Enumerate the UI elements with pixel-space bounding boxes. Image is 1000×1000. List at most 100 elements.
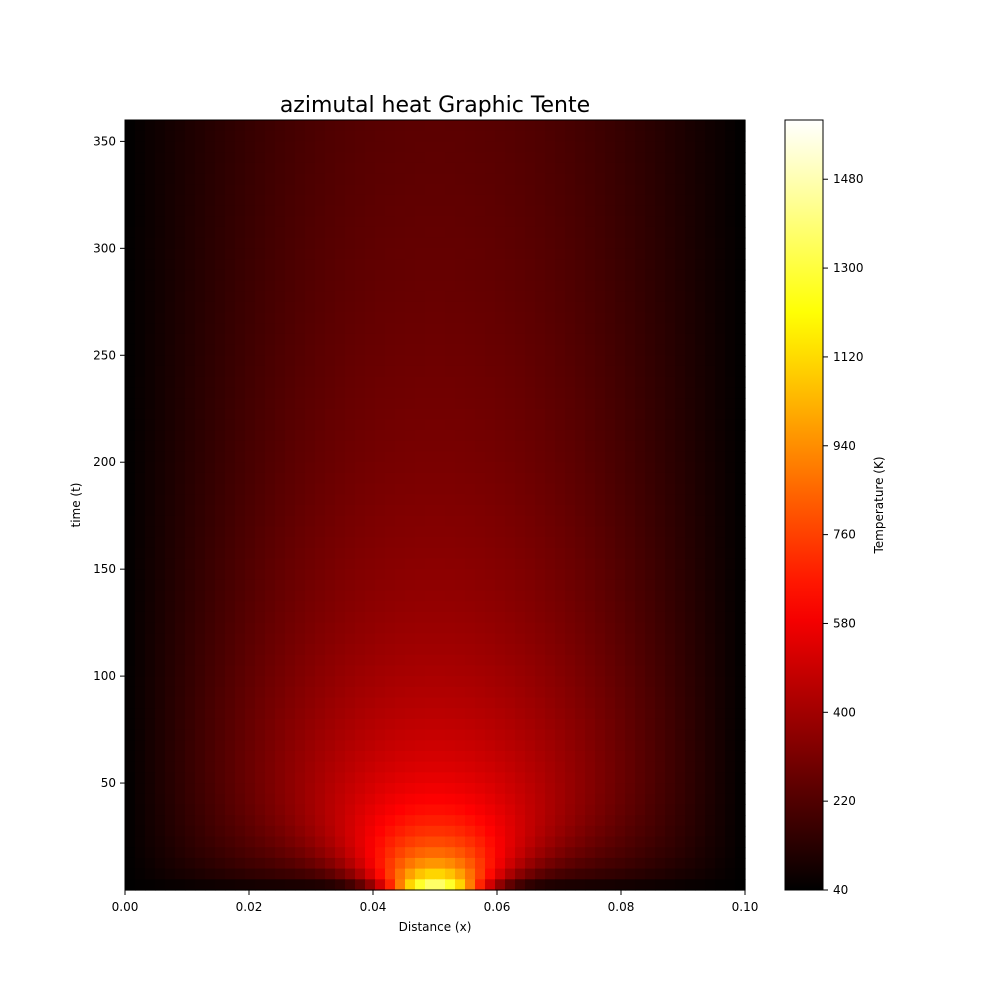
heatmap-cell [195,269,206,282]
heatmap-cell [675,654,686,667]
heatmap-cell [335,387,346,399]
heatmap-cell [585,280,596,292]
heatmap-cell [555,633,566,645]
heatmap-cell [535,526,546,538]
heatmap-cell [625,173,636,185]
heatmap-cell [735,515,746,527]
heatmap-cell [275,248,286,260]
heatmap-cell [365,216,376,228]
heatmap-cell [565,633,576,645]
heatmap-cell [735,216,746,228]
heatmap-cell [655,847,666,859]
heatmap-cell [525,750,536,763]
heatmap-cell [195,301,206,314]
heatmap-cell [425,237,436,249]
heatmap-cell [485,740,496,752]
heatmap-cell [685,419,696,431]
heatmap-cell [125,804,136,816]
heatmap-cell [685,526,696,538]
heatmap-cell [555,387,566,399]
heatmap-cell [595,740,606,752]
heatmap-cell [485,825,496,838]
heatmap-cell [525,740,536,752]
heatmap-cell [175,430,186,442]
heatmap-cell [415,836,426,848]
heatmap-cell [205,387,216,399]
heatmap-cell [235,847,246,859]
heatmap-cell [325,804,336,816]
heatmap-cell [585,676,596,688]
heatmap-cell [185,152,196,164]
heatmap-cell [215,879,226,891]
heatmap-cell [595,333,606,346]
heatmap-cell [325,216,336,228]
heatmap-cell [245,729,256,741]
heatmap-cell [665,494,676,506]
heatmap-cell [735,248,746,260]
heatmap-cell [645,259,656,271]
heatmap-cell [595,344,606,356]
heatmap-cell [475,130,486,142]
heatmap-cell [315,430,326,442]
heatmap-cell [205,718,216,731]
heatmap-cell [165,462,176,474]
heatmap-cell [585,162,596,175]
heatmap-cell [475,205,486,217]
heatmap-cell [405,505,416,517]
heatmap-cell [525,472,536,485]
heatmap-cell [145,162,156,175]
heatmap-cell [585,537,596,549]
heatmap-cell [585,387,596,399]
heatmap-cell [695,398,706,410]
heatmap-cell [515,793,526,806]
heatmap-cell [245,547,256,560]
heatmap-cell [735,729,746,741]
heatmap-cell [285,505,296,517]
heatmap-cell [615,654,626,667]
heatmap-cell [155,793,166,806]
heatmap-cell [435,462,446,474]
heatmap-cell [385,611,396,624]
heatmap-cell [135,686,146,699]
heatmap-cell [625,633,636,645]
heatmap-cell [215,387,226,399]
heatmap-cell [135,729,146,741]
heatmap-cell [485,323,496,335]
heatmap-cell [195,162,206,175]
heatmap-cell [185,184,196,196]
heatmap-cell [505,569,516,581]
heatmap-cell [485,419,496,431]
heatmap-cell [515,355,526,367]
heatmap-cell [515,194,526,207]
heatmap-cell [435,355,446,367]
heatmap-cell [715,772,726,784]
heatmap-cell [285,590,296,602]
heatmap-cell [185,633,196,645]
heatmap-cell [665,173,676,185]
heatmap-cell [385,365,396,378]
heatmap-cell [295,141,306,153]
heatmap-cell [375,216,386,228]
heatmap-cell [385,355,396,367]
heatmap-cell [435,579,446,592]
heatmap-cell [235,729,246,741]
heatmap-cell [215,301,226,314]
heatmap-cell [325,611,336,624]
heatmap-cell [355,665,366,677]
heatmap-cell [145,611,156,624]
heatmap-cell [545,259,556,271]
heatmap-cell [195,462,206,474]
heatmap-cell [145,280,156,292]
heatmap-cell [125,472,136,485]
heatmap-cell [275,644,286,656]
heatmap-cell [445,601,456,613]
heatmap-cell [165,280,176,292]
heatmap-cell [665,569,676,581]
heatmap-cell [335,312,346,324]
heatmap-cell [215,237,226,249]
heatmap-cell [675,216,686,228]
heatmap-cell [265,740,276,752]
heatmap-cell [575,312,586,324]
heatmap-cell [735,280,746,292]
heatmap-cell [575,708,586,720]
